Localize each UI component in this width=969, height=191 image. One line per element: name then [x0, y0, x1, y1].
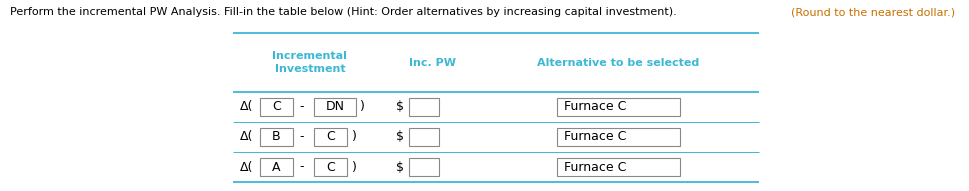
Text: (Round to the nearest dollar.): (Round to the nearest dollar.): [792, 7, 955, 17]
Text: Inc. PW: Inc. PW: [409, 57, 456, 68]
FancyBboxPatch shape: [409, 98, 440, 116]
Text: C: C: [272, 100, 281, 113]
Text: C: C: [327, 130, 335, 143]
FancyBboxPatch shape: [409, 158, 440, 176]
Text: -: -: [299, 100, 304, 113]
Text: ): ): [352, 160, 357, 174]
FancyBboxPatch shape: [260, 128, 293, 146]
FancyBboxPatch shape: [557, 128, 680, 146]
FancyBboxPatch shape: [314, 98, 356, 116]
Text: -: -: [299, 130, 304, 143]
Text: $: $: [395, 130, 404, 143]
Text: $: $: [395, 100, 404, 113]
Text: B: B: [272, 130, 281, 143]
FancyBboxPatch shape: [260, 158, 293, 176]
FancyBboxPatch shape: [557, 158, 680, 176]
Text: Δ(: Δ(: [240, 160, 254, 174]
Text: ): ): [360, 100, 365, 113]
Text: Alternative to be selected: Alternative to be selected: [538, 57, 700, 68]
FancyBboxPatch shape: [409, 128, 440, 146]
Text: DN: DN: [326, 100, 344, 113]
Text: C: C: [327, 160, 335, 174]
Text: Furnace C: Furnace C: [564, 160, 627, 174]
FancyBboxPatch shape: [314, 128, 347, 146]
Text: -: -: [299, 160, 304, 174]
Text: Incremental
Investment: Incremental Investment: [272, 51, 347, 74]
Text: Furnace C: Furnace C: [564, 100, 627, 113]
Text: ): ): [352, 130, 357, 143]
FancyBboxPatch shape: [557, 98, 680, 116]
Text: Furnace C: Furnace C: [564, 130, 627, 143]
FancyBboxPatch shape: [314, 158, 347, 176]
Text: Δ(: Δ(: [240, 130, 254, 143]
Text: Perform the incremental PW Analysis. Fill-in the table below (Hint: Order altern: Perform the incremental PW Analysis. Fil…: [10, 7, 680, 17]
Text: Δ(: Δ(: [240, 100, 254, 113]
Text: A: A: [272, 160, 280, 174]
Text: $: $: [395, 160, 404, 174]
FancyBboxPatch shape: [260, 98, 293, 116]
